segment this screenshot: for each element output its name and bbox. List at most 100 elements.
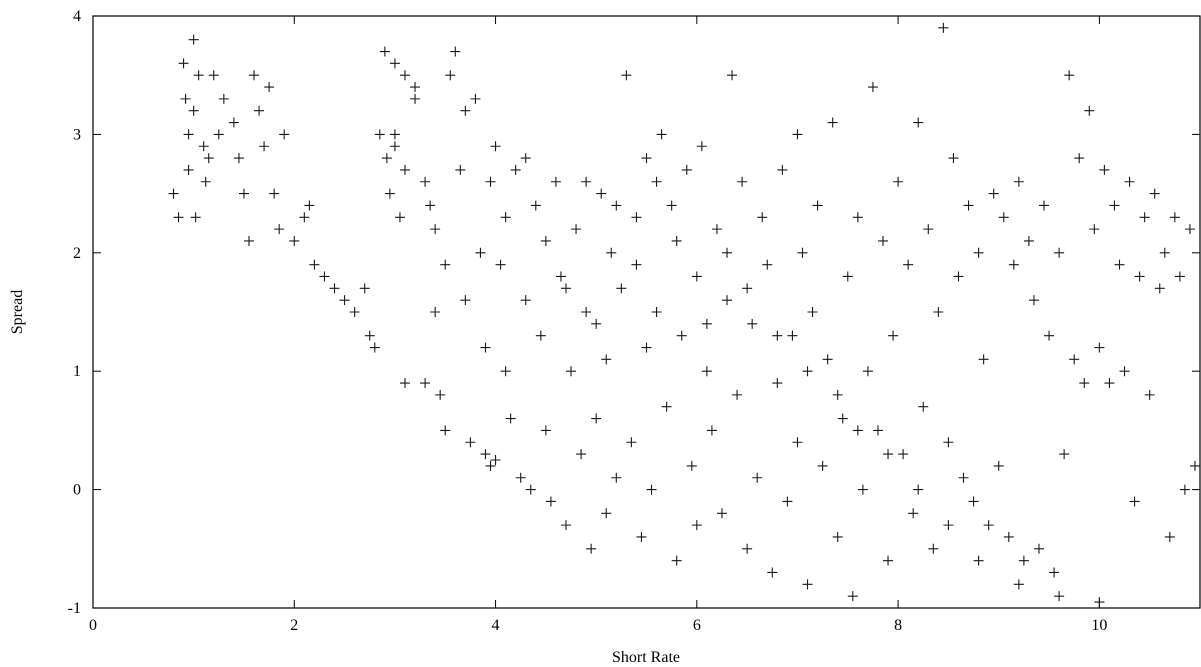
data-point bbox=[883, 555, 894, 566]
data-point bbox=[560, 283, 571, 294]
axis-ticks bbox=[92, 15, 1200, 609]
x-tick-label: 8 bbox=[894, 617, 902, 634]
data-point bbox=[772, 378, 783, 389]
data-point bbox=[525, 484, 536, 495]
data-point bbox=[737, 176, 748, 187]
data-point bbox=[183, 164, 194, 175]
data-point bbox=[983, 520, 994, 531]
data-point bbox=[752, 472, 763, 483]
data-point bbox=[1159, 247, 1170, 258]
data-point bbox=[178, 58, 189, 69]
data-point bbox=[792, 437, 803, 448]
data-point bbox=[631, 212, 642, 223]
data-point bbox=[445, 70, 456, 81]
data-point bbox=[772, 330, 783, 341]
data-point bbox=[732, 389, 743, 400]
data-point bbox=[908, 508, 919, 519]
data-point bbox=[641, 153, 652, 164]
data-point bbox=[410, 82, 421, 93]
data-point bbox=[450, 46, 461, 57]
data-point bbox=[389, 129, 400, 140]
data-point bbox=[1109, 200, 1120, 211]
data-point bbox=[399, 378, 410, 389]
data-point bbox=[928, 543, 939, 554]
data-point bbox=[611, 200, 622, 211]
y-tick-label: 2 bbox=[73, 245, 81, 262]
data-point bbox=[1084, 105, 1095, 116]
data-point bbox=[550, 176, 561, 187]
data-point bbox=[193, 70, 204, 81]
data-point bbox=[1099, 164, 1110, 175]
data-point bbox=[1154, 283, 1165, 294]
data-point bbox=[510, 164, 521, 175]
data-point bbox=[389, 141, 400, 152]
data-point bbox=[180, 93, 191, 104]
data-point bbox=[963, 200, 974, 211]
data-point bbox=[812, 200, 823, 211]
data-point bbox=[389, 58, 400, 69]
data-point bbox=[535, 330, 546, 341]
data-point bbox=[540, 235, 551, 246]
data-point bbox=[1094, 342, 1105, 353]
data-point bbox=[1049, 567, 1060, 578]
data-point bbox=[852, 212, 863, 223]
data-point bbox=[200, 176, 211, 187]
data-point bbox=[1189, 460, 1200, 471]
data-point bbox=[1094, 597, 1105, 608]
data-point bbox=[948, 153, 959, 164]
data-point bbox=[188, 105, 199, 116]
data-point bbox=[862, 366, 873, 377]
data-point bbox=[611, 472, 622, 483]
data-point bbox=[394, 212, 405, 223]
data-point bbox=[440, 425, 451, 436]
data-point bbox=[1169, 212, 1180, 223]
data-point bbox=[289, 235, 300, 246]
data-point bbox=[797, 247, 808, 258]
data-points bbox=[168, 22, 1200, 608]
data-point bbox=[1054, 591, 1065, 602]
data-point bbox=[480, 449, 491, 460]
data-point bbox=[515, 472, 526, 483]
data-point bbox=[1044, 330, 1055, 341]
y-tick-label: -1 bbox=[68, 600, 81, 617]
data-point bbox=[530, 200, 541, 211]
data-point bbox=[505, 413, 516, 424]
data-point bbox=[490, 141, 501, 152]
data-point bbox=[560, 520, 571, 531]
data-point bbox=[661, 401, 672, 412]
data-point bbox=[254, 105, 265, 116]
data-point bbox=[857, 484, 868, 495]
data-point bbox=[243, 235, 254, 246]
data-point bbox=[903, 259, 914, 270]
data-point bbox=[309, 259, 320, 270]
data-point bbox=[183, 129, 194, 140]
data-point bbox=[500, 366, 511, 377]
data-point bbox=[173, 212, 184, 223]
data-point bbox=[410, 93, 421, 104]
data-point bbox=[998, 212, 1009, 223]
data-point bbox=[787, 330, 798, 341]
data-point bbox=[671, 235, 682, 246]
data-point bbox=[762, 259, 773, 270]
y-tick-label: 0 bbox=[73, 482, 81, 499]
data-point bbox=[943, 520, 954, 531]
data-point bbox=[208, 70, 219, 81]
data-point bbox=[430, 224, 441, 235]
data-point bbox=[767, 567, 778, 578]
data-point bbox=[540, 425, 551, 436]
data-point bbox=[198, 141, 209, 152]
data-point bbox=[742, 283, 753, 294]
data-point bbox=[299, 212, 310, 223]
data-point bbox=[470, 93, 481, 104]
data-point bbox=[832, 531, 843, 542]
data-point bbox=[913, 117, 924, 128]
data-point bbox=[691, 520, 702, 531]
data-point bbox=[586, 543, 597, 554]
data-point bbox=[249, 70, 260, 81]
data-point bbox=[1064, 70, 1075, 81]
data-point bbox=[1039, 200, 1050, 211]
data-point bbox=[641, 342, 652, 353]
data-point bbox=[425, 200, 436, 211]
data-point bbox=[490, 455, 501, 465]
data-point bbox=[711, 224, 722, 235]
